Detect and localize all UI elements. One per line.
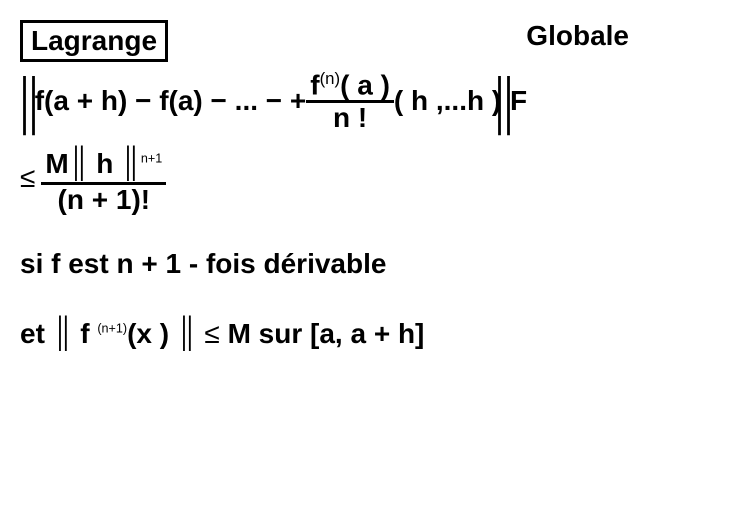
num-exp: n+1 (141, 152, 162, 166)
norm-open-cond-icon: || (57, 310, 69, 353)
num-M: M (45, 148, 68, 179)
leq-symbol: ≤ (20, 162, 35, 194)
header-row: Lagrange Globale (20, 20, 719, 62)
bound-denominator: (n + 1)! (54, 185, 155, 214)
cond2-f: f (72, 318, 97, 349)
eq-body-1: f(a + h) − f(a) − ... − + (35, 85, 307, 117)
norm-close-small-icon: || (125, 142, 137, 182)
condition-2: et || f (n+1)(x ) || ≤ M sur [a, a + h] (20, 310, 719, 353)
eq-body-2: ( h ,...h ) (394, 85, 501, 117)
fraction-numerator: f(n)( a ) (306, 70, 394, 103)
fraction-denominator: n ! (329, 103, 371, 132)
cond2-pre: et (20, 318, 53, 349)
main-inequality-line1: || f(a + h) − f(a) − ... − + f(n)( a ) n… (20, 66, 719, 136)
derivative-fraction: f(n)( a ) n ! (306, 70, 394, 132)
lagrange-title: Lagrange (20, 20, 168, 62)
cond2-leq: ≤ (197, 318, 228, 349)
num-h: h (88, 148, 121, 179)
norm-close-cond-icon: || (181, 310, 193, 353)
condition-1: si f est n + 1 - fois dérivable (20, 248, 719, 280)
norm-close-icon: || (495, 71, 513, 131)
cond2-arg: (x ) (127, 318, 177, 349)
norm-open-icon: || (20, 71, 38, 131)
norm-open-small-icon: || (73, 142, 85, 182)
globale-title: Globale (526, 20, 629, 52)
cond2-sup: (n+1) (97, 322, 127, 336)
num-arg: ( a ) (340, 69, 390, 100)
cond2-post: M sur [a, a + h] (228, 318, 425, 349)
bound-fraction: M|| h ||n+1 (n + 1)! (41, 142, 166, 214)
bound-numerator: M|| h ||n+1 (41, 142, 166, 185)
num-sup: (n) (320, 69, 341, 88)
main-inequality-line2: ≤ M|| h ||n+1 (n + 1)! (20, 142, 719, 214)
num-f: f (310, 69, 319, 100)
